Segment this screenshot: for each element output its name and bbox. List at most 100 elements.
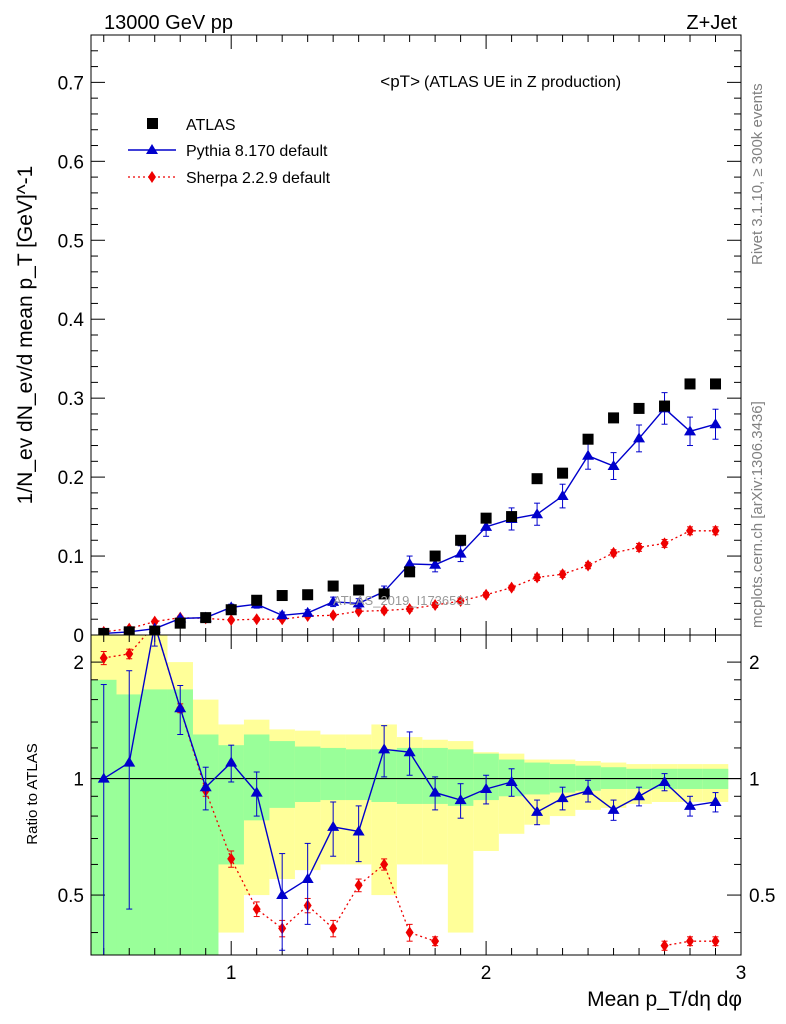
atlas-data-point xyxy=(531,473,543,485)
ratio-uncertainty-band-inner xyxy=(294,746,321,802)
atlas-data-point xyxy=(659,400,671,412)
pythia-point xyxy=(454,547,467,558)
pythia-point xyxy=(327,595,340,606)
ratio-pythia-point xyxy=(633,790,646,801)
ratio-uncertainty-band-inner xyxy=(320,747,346,801)
ratio-pythia-point xyxy=(429,786,442,797)
sherpa-point xyxy=(150,615,159,628)
main-y-tick-label: 0 xyxy=(73,626,84,647)
ratio-pythia-point xyxy=(582,784,595,795)
main-title-suffix: (ATLAS UE in Z production) xyxy=(424,74,621,91)
ratio-sherpa-point xyxy=(329,922,338,935)
ratio-sherpa-point xyxy=(711,935,720,948)
sherpa-point xyxy=(660,537,669,550)
ratio-uncertainty-band-inner xyxy=(345,749,372,801)
pythia-point xyxy=(352,597,365,608)
sherpa-point xyxy=(533,571,542,584)
atlas-data-point xyxy=(633,402,645,414)
ratio-y-tick-label-right: 1 xyxy=(749,770,760,791)
collision-label: 13000 GeV pp xyxy=(104,12,233,34)
ratio-pythia-point xyxy=(607,803,620,814)
sherpa-point xyxy=(456,595,465,608)
sherpa-point xyxy=(558,568,567,581)
ratio-uncertainty-band-inner xyxy=(141,689,168,955)
ratio-pythia-point xyxy=(174,702,187,713)
ratio-pythia-point xyxy=(480,782,493,793)
sherpa-point xyxy=(431,599,440,611)
analysis-watermark: ATLAS_2019_I1736531 xyxy=(333,593,471,608)
atlas-data-point xyxy=(225,604,237,616)
sherpa-point xyxy=(380,604,389,617)
ratio-pythia-point xyxy=(276,889,289,900)
legend-marker-atlas xyxy=(147,118,158,129)
main-axes: 0 0.1 0.2 0.3 0.4 0.5 0.6 0.7 xyxy=(58,34,741,647)
ratio-pythia-point xyxy=(97,772,110,783)
main-title: <pT> xyxy=(380,72,420,91)
legend-label-pythia: Pythia 8.170 default xyxy=(186,143,328,160)
pythia-point xyxy=(276,609,289,620)
ratio-pythia-point xyxy=(123,756,136,767)
mcplots-reference-label: mcplots.cern.ch [arXiv:1306.3436] xyxy=(749,401,766,628)
pythia-point xyxy=(556,490,569,501)
ratio-sherpa-point xyxy=(405,926,414,939)
ratio-sherpa-point xyxy=(660,939,669,952)
sherpa-point xyxy=(584,559,593,572)
atlas-data-point xyxy=(710,378,722,390)
ratio-pythia-point xyxy=(531,805,544,816)
atlas-data-point xyxy=(557,467,569,479)
atlas-data-point xyxy=(174,617,186,629)
sherpa-point xyxy=(252,613,261,626)
ratio-pythia-point xyxy=(454,794,467,805)
atlas-data-point xyxy=(455,534,467,546)
ratio-y-axis-label: Ratio to ATLAS xyxy=(24,743,41,844)
legend: ATLAS Pythia 8.170 default Sherpa 2.2.9 … xyxy=(128,117,331,187)
ratio-sherpa-point xyxy=(686,935,695,948)
sherpa-point xyxy=(329,609,338,622)
x-tick-label: 3 xyxy=(736,963,747,984)
atlas-data-point xyxy=(302,589,314,601)
x-axis-label: Mean p_T/dη dφ xyxy=(587,988,742,1011)
main-y-tick-label: 0.1 xyxy=(58,547,84,568)
x-tick-label: 1 xyxy=(226,963,237,984)
rivet-version-label: Rivet 3.1.10, ≥ 300k events xyxy=(749,83,766,265)
atlas-data-point xyxy=(506,511,518,523)
legend-label-atlas: ATLAS xyxy=(186,117,236,134)
main-y-tick-label: 0.3 xyxy=(58,389,84,410)
pythia-point xyxy=(709,418,722,429)
ratio-uncertainty-band-inner xyxy=(269,741,295,808)
main-y-tick-label: 0.4 xyxy=(58,310,85,331)
sherpa-point xyxy=(609,546,618,559)
atlas-data-point xyxy=(98,627,110,635)
atlas-data-point xyxy=(327,580,339,592)
ratio-frame xyxy=(90,634,742,956)
pythia-point xyxy=(684,425,697,436)
ratio-sherpa-point xyxy=(252,903,261,916)
ratio-pythia-point xyxy=(658,775,671,786)
ratio-y-tick-label-right: 2 xyxy=(749,653,760,674)
pythia-point xyxy=(480,520,493,531)
ratio-pythia-point xyxy=(199,781,212,792)
ratio-bands xyxy=(91,635,729,955)
main-y-tick-label: 0.7 xyxy=(58,73,84,94)
ratio-pythia-point xyxy=(301,873,314,884)
sherpa-point xyxy=(635,541,644,554)
process-label: Z+Jet xyxy=(686,12,737,34)
ratio-y-tick-label: 2 xyxy=(73,653,84,674)
ratio-plot-area xyxy=(97,635,722,955)
ratio-sherpa-point xyxy=(125,647,134,660)
legend-marker-pythia xyxy=(146,144,158,154)
sherpa-point xyxy=(482,588,491,601)
pythia-point xyxy=(633,432,646,443)
atlas-data-point xyxy=(378,588,390,600)
atlas-data-point xyxy=(429,550,441,562)
ratio-y-tick-label-right: 0.5 xyxy=(749,886,775,907)
ratio-pythia-point xyxy=(556,792,569,803)
ratio-sherpa-line xyxy=(103,635,436,942)
ratio-pythia-point xyxy=(505,775,518,786)
atlas-data-point xyxy=(276,590,288,602)
ratio-pythia-point xyxy=(327,820,340,831)
ratio-pythia-point xyxy=(250,786,263,797)
sherpa-line xyxy=(103,530,716,633)
sherpa-point xyxy=(686,524,695,537)
atlas-data-point xyxy=(608,412,620,424)
